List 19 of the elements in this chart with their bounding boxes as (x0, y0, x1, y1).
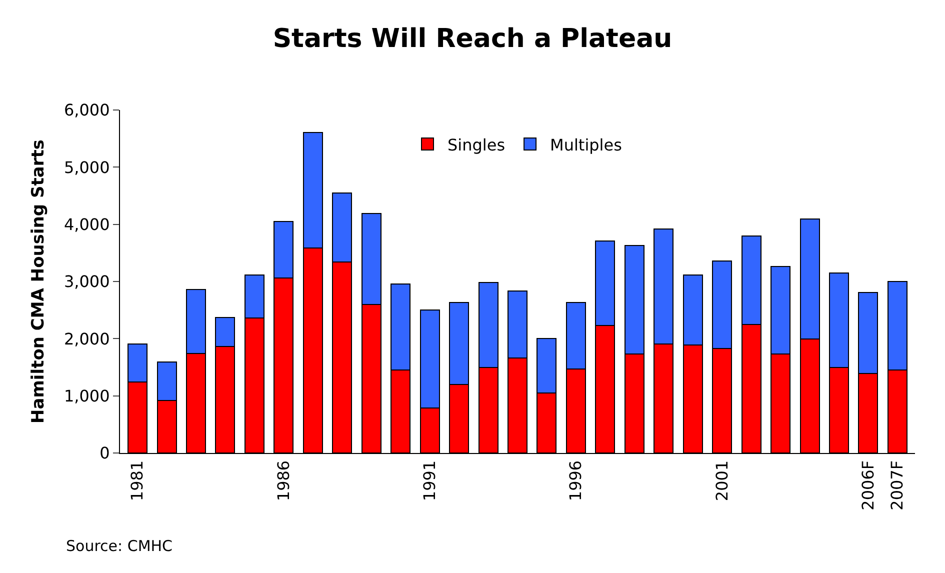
legend-label: Multiples (550, 135, 622, 154)
chart-title: Starts Will Reach a Plateau (272, 24, 672, 54)
x-tick-label: 1991 (420, 460, 440, 502)
source-note: Source: CMHC (66, 537, 173, 555)
x-tick-label: 2006F (858, 460, 878, 510)
y-tick-label: 2,000 (64, 329, 110, 348)
legend-label: Singles (448, 135, 506, 154)
y-tick-label: 6,000 (64, 100, 110, 120)
x-tick-label: 1986 (274, 460, 293, 502)
x-tick-label: 2007F (888, 460, 907, 510)
y-tick-label: 5,000 (64, 158, 110, 177)
y-tick-label: 0 (100, 444, 110, 463)
x-tick-label: 1996 (566, 460, 586, 502)
y-tick-label: 3,000 (64, 272, 110, 292)
x-tick-label: 1981 (128, 460, 147, 502)
y-tick-label: 4,000 (64, 214, 110, 234)
x-tick-label: 2001 (712, 460, 732, 502)
y-tick-label: 1,000 (64, 386, 110, 406)
y-axis-title: Hamilton CMA Housing Starts (28, 140, 49, 424)
